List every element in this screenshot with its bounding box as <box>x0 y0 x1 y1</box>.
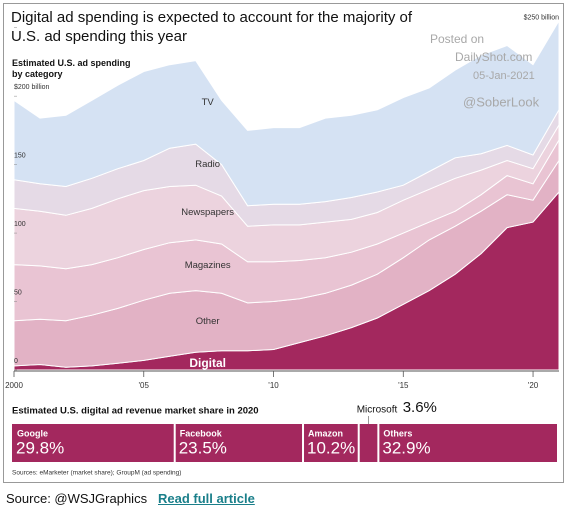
y-tick-label: 0 <box>14 358 18 365</box>
watermark: DailyShot.com <box>455 50 532 64</box>
area-chart-title: Estimated U.S. ad spending by category <box>12 58 131 79</box>
value-label: 29.8% <box>16 438 64 457</box>
legend-label: Digital <box>189 356 226 370</box>
y-tick-label: $200 billion <box>14 84 50 91</box>
y-tick-label: 150 <box>14 152 26 159</box>
legend-label: TV <box>202 97 215 108</box>
article-link[interactable]: Read full article <box>158 491 255 506</box>
bar-segment <box>379 424 557 462</box>
y-tick-label: 50 <box>14 289 22 296</box>
value-label: 32.9% <box>382 438 430 457</box>
sources: Sources: eMarketer (market share); Group… <box>12 470 181 477</box>
bar-segment <box>175 424 303 462</box>
x-tick-label: '10 <box>268 381 279 390</box>
watermark: @SoberLook <box>463 94 540 109</box>
category-label: Google <box>17 428 48 438</box>
value-label: 10.2% <box>307 438 355 457</box>
value-label: 23.5% <box>179 438 227 457</box>
legend-label: Radio <box>195 159 220 170</box>
bar-chart-title: Estimated U.S. digital ad revenue market… <box>12 406 259 417</box>
category-label: Facebook <box>180 428 223 438</box>
bar-segment <box>304 424 358 462</box>
frame <box>3 3 564 483</box>
x-tick-label: '20 <box>528 381 539 390</box>
legend-label: Other <box>196 316 220 327</box>
value-label: 3.6% <box>403 399 437 416</box>
category-label: Microsoft <box>357 405 398 416</box>
area <box>13 18 560 207</box>
bar-segment <box>12 424 174 462</box>
watermark: 05-Jan-2021 <box>473 70 535 82</box>
title: Digital ad spending is expected to accou… <box>11 9 413 45</box>
watermark: Posted on <box>430 32 484 46</box>
category-label: Amazon <box>308 428 343 438</box>
x-tick-label: 2000 <box>5 381 23 390</box>
legend-label: Newspapers <box>181 207 234 218</box>
y-tick-label: $250 billion <box>524 15 560 22</box>
bar-segment <box>359 424 378 462</box>
legend-label: Magazines <box>185 260 231 271</box>
x-tick-label: '15 <box>398 381 409 390</box>
category-label: Others <box>383 428 412 438</box>
y-tick-label: 100 <box>14 221 26 228</box>
source: Source: @WSJGraphics <box>6 491 148 506</box>
x-tick-label: '05 <box>139 381 150 390</box>
